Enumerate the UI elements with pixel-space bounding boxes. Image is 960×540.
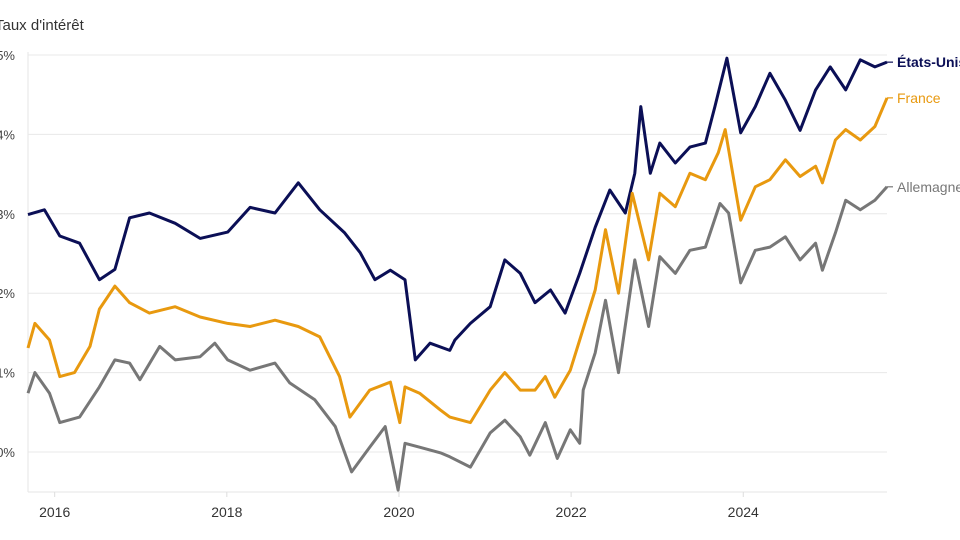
- x-tick-label: 2018: [211, 504, 242, 520]
- y-tick-label: 0%: [0, 445, 15, 460]
- y-axis: 0% 1% 2% 3% 4% 5%: [0, 48, 15, 460]
- y-tick-label: 5%: [0, 48, 15, 63]
- series-line-us: [27, 56, 888, 362]
- x-tick-label: 2022: [556, 504, 587, 520]
- x-tick-label: 2024: [728, 504, 759, 520]
- series-labels: États-Unis France Allemagne: [887, 54, 960, 195]
- series-label-france: France: [897, 90, 941, 106]
- series-label-us: États-Unis: [897, 54, 960, 70]
- gridlines: [27, 52, 887, 493]
- series-label-germany: Allemagne: [897, 179, 960, 195]
- chart-title: Taux d'intérêt: [0, 17, 84, 34]
- y-tick-label: 2%: [0, 286, 15, 301]
- series-line-germany: [26, 185, 889, 492]
- x-axis: 2016 2018 2020 2022 2024: [39, 492, 759, 520]
- x-tick-label: 2016: [39, 504, 70, 520]
- x-tick-label: 2020: [383, 504, 414, 520]
- y-tick-label: 3%: [0, 207, 15, 222]
- y-tick-label: 1%: [0, 366, 15, 381]
- series-line-france: [26, 97, 889, 425]
- series-lines: [26, 56, 889, 492]
- y-tick-label: 4%: [0, 127, 15, 142]
